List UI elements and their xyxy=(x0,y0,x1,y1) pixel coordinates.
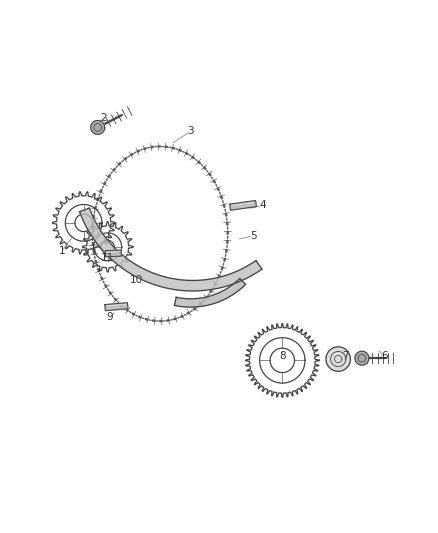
Polygon shape xyxy=(80,208,262,291)
Text: 2: 2 xyxy=(100,113,106,123)
Text: 5: 5 xyxy=(251,231,257,241)
Polygon shape xyxy=(230,200,256,210)
Text: 1: 1 xyxy=(59,246,65,256)
Text: 8: 8 xyxy=(279,351,286,361)
Polygon shape xyxy=(355,351,369,365)
Polygon shape xyxy=(326,347,350,372)
Polygon shape xyxy=(174,278,246,307)
Polygon shape xyxy=(106,250,121,257)
Text: 6: 6 xyxy=(381,351,388,361)
Text: 7: 7 xyxy=(343,351,349,361)
Text: 4: 4 xyxy=(259,200,266,211)
Text: 3: 3 xyxy=(187,126,194,136)
Polygon shape xyxy=(105,303,128,311)
Text: 11: 11 xyxy=(101,253,114,263)
Polygon shape xyxy=(91,120,105,134)
Text: 9: 9 xyxy=(106,312,113,322)
Text: 10: 10 xyxy=(130,276,143,286)
